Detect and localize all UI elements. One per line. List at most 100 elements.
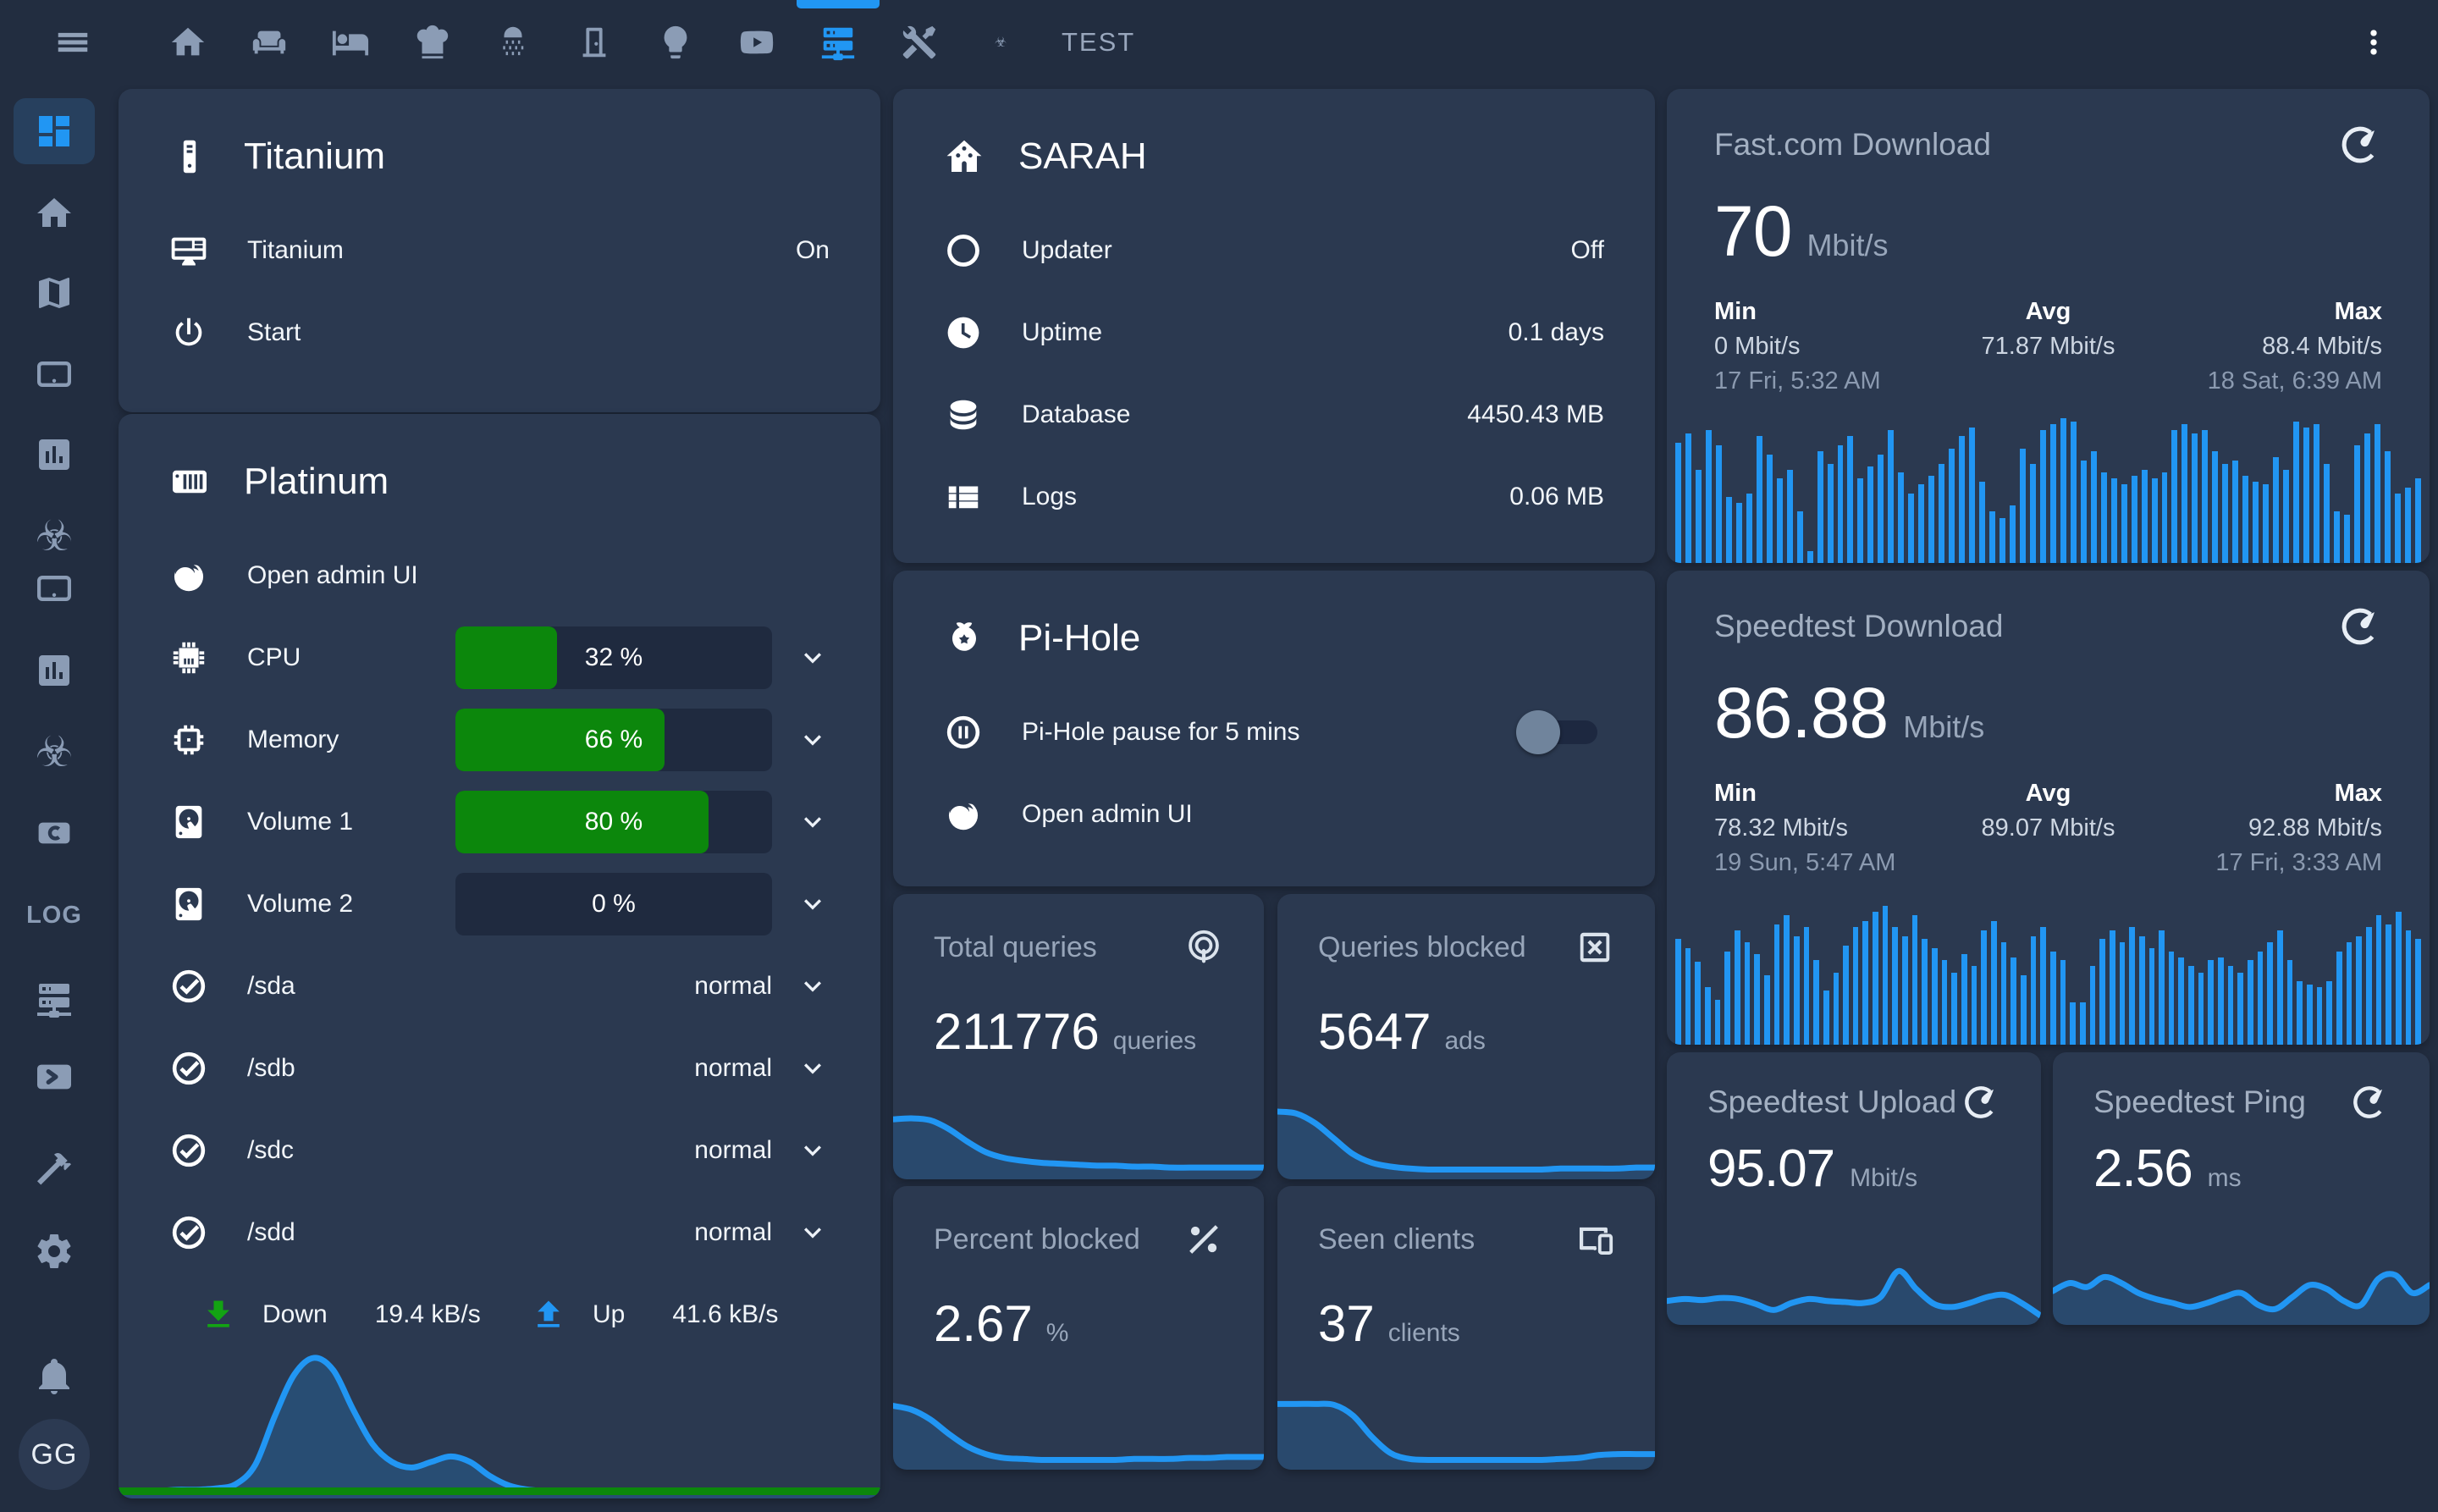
- sidebar-item-tablet-2[interactable]: [14, 548, 95, 629]
- sidebar-item-biohazard-2[interactable]: ☣: [14, 711, 95, 792]
- disk-row-sdb[interactable]: /sdb normal: [119, 1027, 880, 1109]
- entity-value: 0.1 days: [1508, 317, 1604, 346]
- history-bar: [1882, 906, 1889, 1045]
- tab-lights[interactable]: [635, 0, 716, 85]
- card-fastcom-download[interactable]: Fast.com Download 70 Mbit/s Min 0 Mbit/s…: [1667, 89, 2430, 563]
- sidebar-item-developer-tools[interactable]: [14, 1128, 95, 1209]
- memory-row[interactable]: Memory 66 %: [119, 698, 880, 781]
- sidebar-item-dashboard[interactable]: [14, 98, 95, 164]
- chevron-down-icon[interactable]: [796, 641, 830, 675]
- sidebar-item-stats-1[interactable]: [14, 414, 95, 495]
- card-titanium-header: Titanium: [119, 89, 880, 180]
- open-admin-ui-row[interactable]: Open admin UI: [893, 773, 1655, 855]
- card-title: Speedtest Upload: [1707, 1084, 1957, 1119]
- card-speedtest-ping[interactable]: Speedtest Ping 2.56 ms: [2053, 1052, 2430, 1325]
- open-admin-ui-row[interactable]: Open admin UI: [119, 534, 880, 616]
- card-speedtest-upload[interactable]: Speedtest Upload 95.07 Mbit/s: [1667, 1052, 2041, 1325]
- chevron-down-icon[interactable]: [796, 1216, 830, 1250]
- chart-box-icon: [34, 434, 74, 475]
- raspberry-icon: [944, 618, 985, 659]
- chevron-down-icon[interactable]: [796, 1051, 830, 1085]
- history-bar: [2324, 463, 2330, 563]
- sidebar-item-notifications[interactable]: [14, 1335, 95, 1416]
- updater-row[interactable]: Updater Off: [893, 209, 1655, 291]
- tab-test[interactable]: TEST: [1041, 0, 1156, 85]
- chevron-down-icon[interactable]: [796, 805, 830, 839]
- tab-home[interactable]: [147, 0, 229, 85]
- history-bar: [2020, 975, 2027, 1045]
- sidebar-item-map[interactable]: [14, 252, 95, 334]
- volume1-row[interactable]: Volume 1 80 %: [119, 781, 880, 863]
- chevron-down-icon[interactable]: [796, 969, 830, 1003]
- chevron-down-icon[interactable]: [796, 723, 830, 757]
- sidebar-item-stats-2[interactable]: [14, 630, 95, 711]
- tab-tools[interactable]: [879, 0, 960, 85]
- chevron-down-icon[interactable]: [796, 1134, 830, 1167]
- tab-server[interactable]: [797, 0, 880, 85]
- overflow-menu-button[interactable]: [2333, 0, 2414, 85]
- history-bar: [2040, 927, 2046, 1045]
- card-title: Fast.com Download: [1714, 127, 1991, 162]
- map-icon: [34, 273, 74, 313]
- user-avatar[interactable]: GG: [19, 1419, 90, 1490]
- database-icon: [944, 395, 983, 434]
- tab-bathroom[interactable]: [472, 0, 554, 85]
- speedometer-icon: [2338, 604, 2382, 648]
- speed-unit: Mbit/s: [1903, 709, 1985, 744]
- menu-button[interactable]: [30, 0, 115, 85]
- sidebar-item-c-app[interactable]: [14, 792, 95, 874]
- sidebar-item-home[interactable]: [14, 173, 95, 254]
- history-bar: [2414, 478, 2421, 563]
- sidebar-item-log[interactable]: LOG: [14, 875, 95, 956]
- uptime-row[interactable]: Uptime 0.1 days: [893, 291, 1655, 373]
- sparkline-graph: [893, 1071, 1264, 1179]
- upload-label: Up: [593, 1300, 626, 1328]
- home-icon: [168, 23, 207, 62]
- tab-media[interactable]: [716, 0, 797, 85]
- disk-row-sdc[interactable]: /sdc normal: [119, 1109, 880, 1191]
- bell-icon: [34, 1355, 74, 1396]
- history-bar: [2099, 939, 2105, 1045]
- card-queries-blocked[interactable]: Queries blocked 5647 ads: [1277, 894, 1655, 1179]
- history-bar: [2395, 912, 2402, 1045]
- entity-row-titanium[interactable]: Titanium On: [119, 209, 880, 291]
- firefox-icon: [169, 556, 208, 595]
- upload-group: Up 41.6 kB/s: [499, 1296, 830, 1333]
- entity-label: Volume 2: [247, 889, 354, 918]
- disk-row-sda[interactable]: /sda normal: [119, 945, 880, 1027]
- card-total-queries[interactable]: Total queries 211776 queries: [893, 894, 1264, 1179]
- sparkline-graph: [1277, 1361, 1655, 1470]
- tab-biohazard[interactable]: ☣: [960, 0, 1041, 85]
- card-percent-blocked[interactable]: Percent blocked 2.67 %: [893, 1186, 1264, 1470]
- max-value: 88.4 Mbit/s: [2262, 333, 2382, 360]
- tab-bedroom[interactable]: [310, 0, 391, 85]
- card-titanium: Titanium Titanium On Start: [119, 89, 880, 412]
- database-row[interactable]: Database 4450.43 MB: [893, 373, 1655, 455]
- sidebar-item-network[interactable]: [14, 958, 95, 1040]
- history-bar: [1911, 914, 1918, 1045]
- card-speedtest-download[interactable]: Speedtest Download 86.88 Mbit/s Min 78.3…: [1667, 571, 2430, 1045]
- history-bar: [1902, 935, 1908, 1045]
- entity-label: /sdb: [247, 1053, 295, 1082]
- card-seen-clients[interactable]: Seen clients 37 clients: [1277, 1186, 1655, 1470]
- chevron-down-icon[interactable]: [796, 887, 830, 921]
- sidebar-item-console[interactable]: [14, 1036, 95, 1117]
- history-bar: [1908, 494, 1915, 563]
- sidebar-item-tablet-1[interactable]: [14, 334, 95, 415]
- disk-row-sdd[interactable]: /sdd normal: [119, 1191, 880, 1273]
- tab-hallway[interactable]: [554, 0, 635, 85]
- pihole-pause-toggle[interactable]: [1516, 709, 1604, 754]
- pihole-pause-row[interactable]: Pi-Hole pause for 5 mins: [893, 691, 1655, 773]
- sidebar-item-biohazard-1[interactable]: ☣: [14, 495, 95, 577]
- history-bar: [2161, 472, 2168, 563]
- volume2-row[interactable]: Volume 2 0 %: [119, 863, 880, 945]
- sidebar-item-settings[interactable]: [14, 1211, 95, 1292]
- cpu-row[interactable]: CPU 32 %: [119, 616, 880, 698]
- history-bar: [1735, 502, 1742, 563]
- logs-row[interactable]: Logs 0.06 MB: [893, 455, 1655, 538]
- tab-kitchen[interactable]: [391, 0, 472, 85]
- tab-living-room[interactable]: [229, 0, 310, 85]
- entity-row-start[interactable]: Start: [119, 291, 880, 373]
- sparkline-graph: [893, 1361, 1264, 1470]
- history-bar: [1685, 433, 1691, 563]
